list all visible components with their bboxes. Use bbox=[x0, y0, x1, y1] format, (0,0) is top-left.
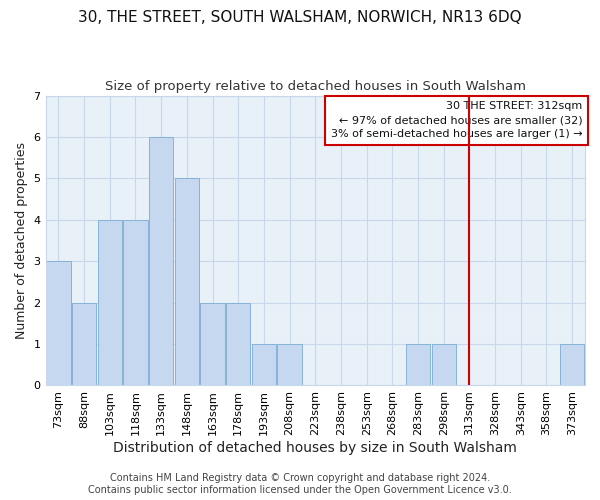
Bar bbox=[46, 261, 71, 386]
Text: Contains HM Land Registry data © Crown copyright and database right 2024.
Contai: Contains HM Land Registry data © Crown c… bbox=[88, 474, 512, 495]
Bar bbox=[98, 220, 122, 386]
Title: Size of property relative to detached houses in South Walsham: Size of property relative to detached ho… bbox=[105, 80, 526, 93]
Text: 30, THE STREET, SOUTH WALSHAM, NORWICH, NR13 6DQ: 30, THE STREET, SOUTH WALSHAM, NORWICH, … bbox=[78, 10, 522, 25]
Bar bbox=[560, 344, 584, 386]
Bar bbox=[251, 344, 276, 386]
Y-axis label: Number of detached properties: Number of detached properties bbox=[15, 142, 28, 339]
Text: 30 THE STREET: 312sqm
← 97% of detached houses are smaller (32)
3% of semi-detac: 30 THE STREET: 312sqm ← 97% of detached … bbox=[331, 102, 583, 140]
Bar bbox=[431, 344, 456, 386]
X-axis label: Distribution of detached houses by size in South Walsham: Distribution of detached houses by size … bbox=[113, 441, 517, 455]
Bar bbox=[406, 344, 430, 386]
Bar bbox=[149, 137, 173, 386]
Bar bbox=[277, 344, 302, 386]
Bar bbox=[72, 302, 96, 386]
Bar bbox=[226, 302, 250, 386]
Bar bbox=[175, 178, 199, 386]
Bar bbox=[200, 302, 225, 386]
Bar bbox=[123, 220, 148, 386]
